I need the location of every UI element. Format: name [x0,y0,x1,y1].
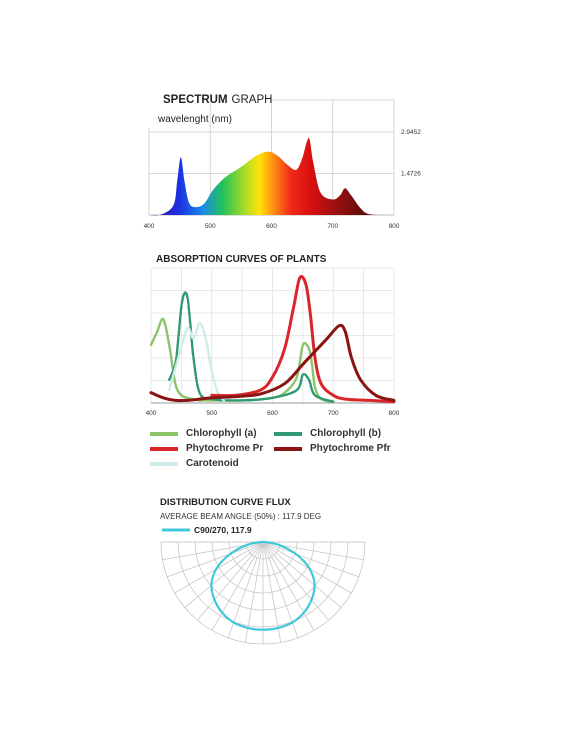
polar-spoke [262,541,342,608]
absorption-line-phytochrome-pr [210,275,396,404]
absorption-line-phytochrome-pfr [149,323,396,403]
legend-swatch [274,446,302,451]
spectrum-x-tick-label: 500 [205,223,216,230]
spectrum-chart: SPECTRUM GRAPH wavelenght (nm) 400 500 600 7… [144,94,422,230]
flux-legend-label: C90/270, 117.9 [194,525,252,535]
polar-spoke [197,541,264,621]
polar-spoke [211,541,264,631]
polar-spoke [184,541,264,608]
absorption-line-chlorophyll-b [168,291,335,403]
absorption-title: ABSORPTION CURVES OF PLANTS [156,254,327,265]
legend-swatch [274,431,302,436]
legend-item-carotenoid: Carotenoid [150,458,239,469]
absorption-x-tick-label: 800 [389,410,400,417]
polar-spoke [262,541,282,643]
absorption-chart: ABSORPTION CURVES OF PLANTS 400 500 600 700… [146,254,400,417]
spectrum-x-tick-label: 400 [144,223,155,230]
absorption-x-tick-label: 500 [206,410,217,417]
spectrum-x-tick-label: 700 [327,223,338,230]
absorption-legend: Chlorophyll (a) Chlorophyll (b) Phytochr… [148,428,448,474]
absorption-x-tick-label: 600 [267,410,278,417]
spectrum-y-tick-label: 1.4726 [401,171,421,178]
polar-spoke [174,541,264,594]
polar-spoke [262,541,329,621]
legend-item-phytochrome-pr: Phytochrome Pr [150,443,263,454]
flux-beam-angle: AVERAGE BEAM ANGLE (50%) : 117.9 DEG [160,512,321,521]
spectrum-x-tick-label: 600 [266,223,277,230]
spectrum-title: SPECTRUM GRAPH [163,94,272,106]
flux-curve [210,540,316,631]
legend-swatch [150,461,178,466]
absorption-line-carotenoid [168,321,226,402]
polar-spoke [244,541,264,643]
polar-spoke [262,541,315,631]
spectrum-area [149,137,394,216]
spectrum-subtitle: wavelenght (nm) [157,114,232,125]
absorption-x-tick-label: 700 [328,410,339,417]
spectrum-y-tick-label: 2.9452 [401,129,421,136]
spectrum-x-tick-label: 800 [389,223,400,230]
legend-item-phytochrome-pfr: Phytochrome Pfr [274,443,391,454]
absorption-x-tick-label: 400 [146,410,157,417]
flux-title: DISTRIBUTION CURVE FLUX [160,497,291,508]
polar-spoke [167,541,264,578]
legend-swatch [150,446,178,451]
polar-spoke [262,541,352,594]
polar-spoke [262,541,359,578]
flux-chart: DISTRIBUTION CURVE FLUX AVERAGE BEAM ANG… [160,497,366,645]
legend-item-chlorophyll-a: Chlorophyll (a) [150,428,257,439]
legend-swatch [150,431,178,436]
legend-item-chlorophyll-b: Chlorophyll (b) [274,428,381,439]
